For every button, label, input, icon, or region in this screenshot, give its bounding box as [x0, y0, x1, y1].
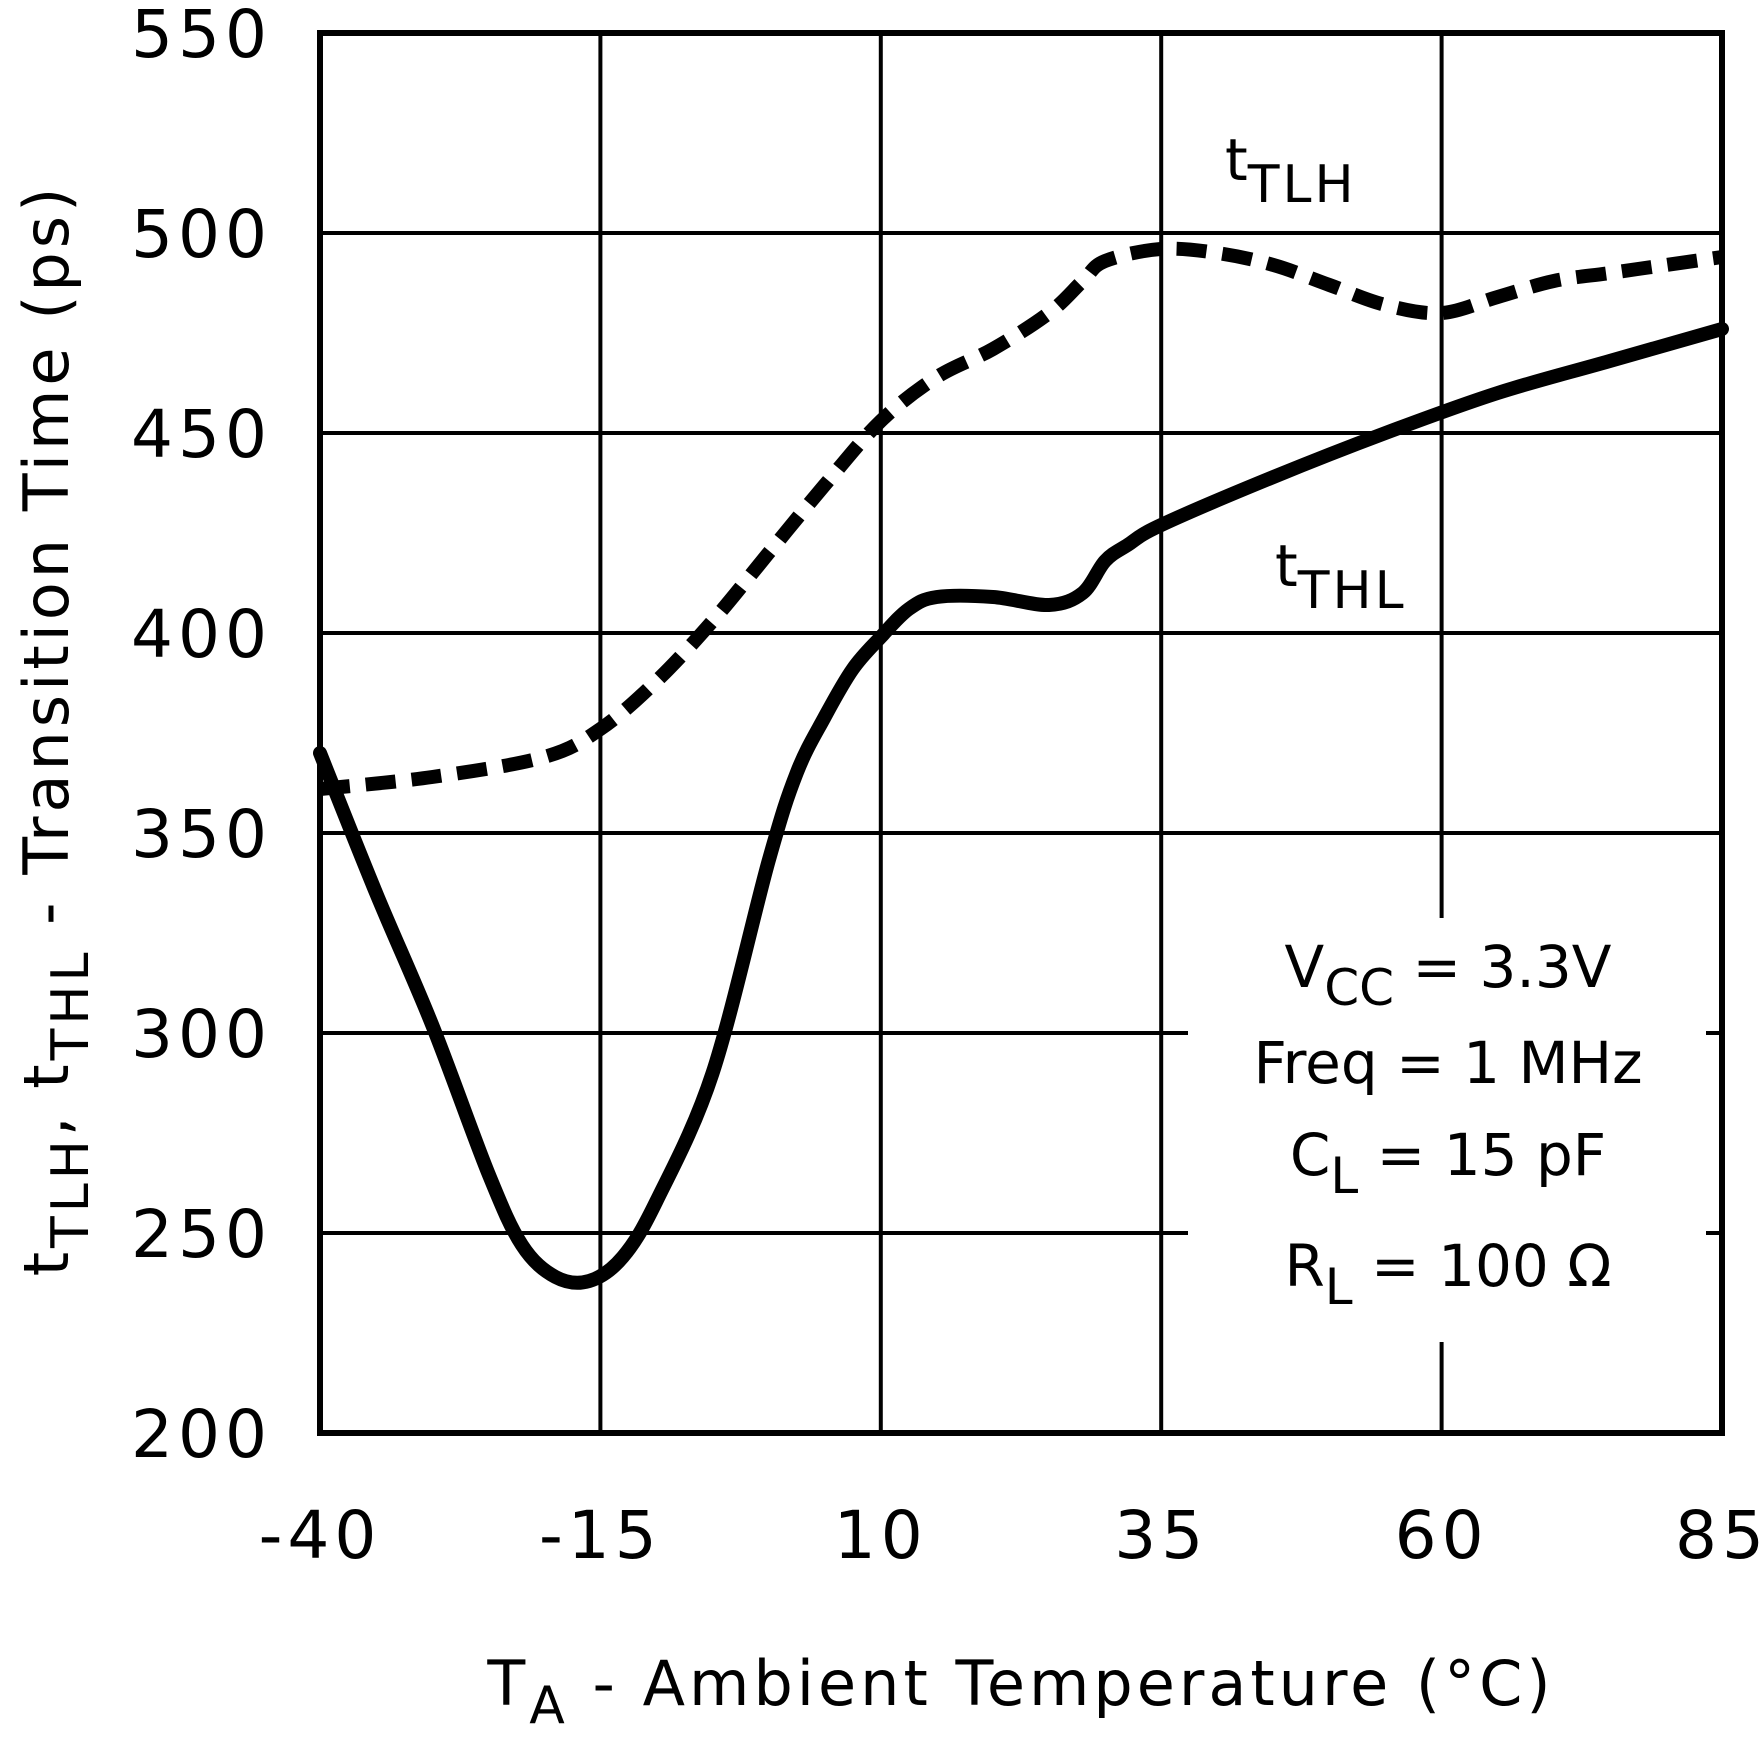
annotation-backdrop: [1188, 918, 1706, 1342]
y-tick-label: 300: [131, 996, 272, 1073]
y-tick-label: 250: [131, 1196, 272, 1273]
test-conditions: VCC = 3.3V Freq = 1 MHz CL = 15 pF RL = …: [1253, 933, 1642, 1316]
x-tick-label: 60: [1395, 1497, 1489, 1574]
series-label-thl: tTHL: [1275, 532, 1407, 621]
y-tick-label: 500: [131, 196, 272, 273]
y-tick-label: 350: [131, 796, 272, 873]
x-tick-label: -15: [539, 1497, 662, 1574]
y-tick-label: 400: [131, 596, 272, 673]
x-tick-label: -40: [259, 1497, 382, 1574]
condition-cl: CL = 15 pF: [1290, 1121, 1606, 1205]
plot-frame: [317, 30, 1725, 1436]
data-series: [313, 241, 1729, 1290]
x-tick-label: 85: [1675, 1497, 1761, 1574]
y-tick-label: 450: [131, 396, 272, 473]
condition-freq: Freq = 1 MHz: [1253, 1029, 1642, 1097]
x-tick-label: 10: [834, 1497, 928, 1574]
series-label-tlh: tTLH: [1225, 126, 1357, 215]
series-line-tTHL: [313, 322, 1729, 1290]
x-axis-title: TA - Ambient Temperature (°C): [486, 1647, 1554, 1736]
x-tick-label: 35: [1114, 1497, 1208, 1574]
condition-rl: RL = 100 Ω: [1284, 1232, 1611, 1316]
y-axis-title: tTLH, tTHL - Transition Time (ps): [10, 184, 101, 1277]
condition-vcc: VCC = 3.3V: [1285, 933, 1612, 1017]
grid-lines: [320, 33, 1722, 1433]
y-tick-label: 550: [131, 0, 272, 73]
y-tick-label: 200: [131, 1396, 272, 1473]
series-line-tTLH: [319, 241, 1723, 796]
x-tick-labels: -40 -15 10 35 60 85: [259, 1497, 1761, 1574]
y-tick-labels: 200 250 300 350 400 450 500 550: [131, 0, 272, 1473]
